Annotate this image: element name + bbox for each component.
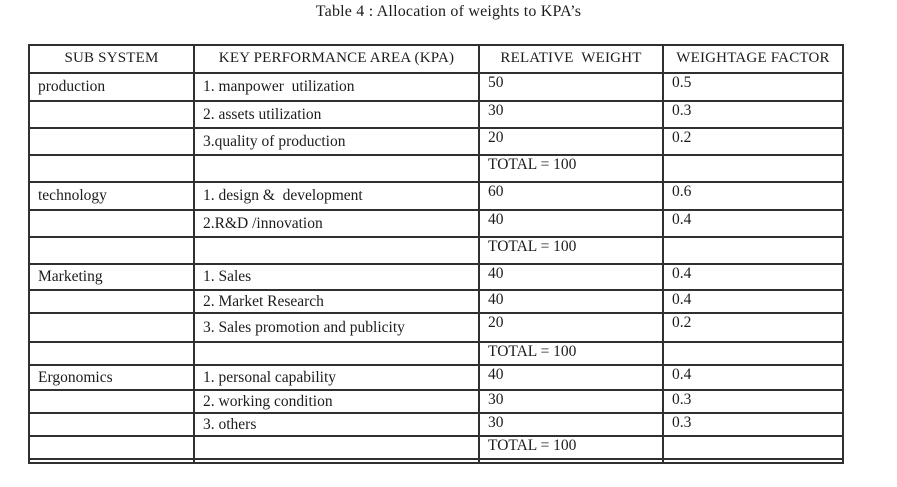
cell-relative-weight: TOTAL = 100 [478,236,664,265]
cell-sub-system [28,389,195,414]
cell-kpa [193,341,480,366]
table-row: production 1. manpower utilization 50 0.… [28,72,844,102]
cell-weightage-factor: 0.3 [662,100,844,129]
cell-sub-system [28,236,195,265]
kpa-weights-table: SUB SYSTEM KEY PERFORMANCE AREA (KPA) RE… [28,44,844,464]
cell-weightage-factor: 0.4 [662,289,844,314]
table-row-total: TOTAL = 100 [28,236,844,265]
cell-weightage-factor: 0.4 [662,209,844,238]
cell-kpa: 1. design & development [193,181,480,211]
cell-weightage-factor [662,458,844,464]
cell-sub-system [28,209,195,238]
cell-kpa [193,435,480,460]
cell-weightage-factor: 0.5 [662,72,844,102]
table-row: technology 1. design & development 60 0.… [28,181,844,211]
cell-sub-system [28,289,195,314]
cell-sub-system: Ergonomics [28,364,195,391]
cell-relative-weight [478,458,664,464]
cell-relative-weight: TOTAL = 100 [478,435,664,460]
cell-sub-system [28,154,195,183]
cell-relative-weight: 30 [478,100,664,129]
table-row: 2. working condition 30 0.3 [28,389,844,414]
column-header-sub-system: SUB SYSTEM [28,44,195,74]
cell-sub-system [28,435,195,460]
cell-kpa: 2.R&D /innovation [193,209,480,238]
cell-sub-system [28,412,195,437]
cell-kpa: 3. Sales promotion and publicity [193,312,480,343]
cell-weightage-factor [662,341,844,366]
cell-sub-system [28,127,195,156]
column-header-relative-weight: RELATIVE WEIGHT [478,44,664,74]
cell-relative-weight: 60 [478,181,664,211]
cell-sub-system [28,312,195,343]
cell-kpa: 1. Sales [193,263,480,291]
cell-weightage-factor [662,435,844,460]
cell-relative-weight: 20 [478,127,664,156]
column-header-weightage-factor: WEIGHTAGE FACTOR [662,44,844,74]
table-row: Marketing 1. Sales 40 0.4 [28,263,844,291]
cell-kpa: 3.quality of production [193,127,480,156]
table-row-bottom-sliver [28,458,844,464]
table-row: 2.R&D /innovation 40 0.4 [28,209,844,238]
table-row: Ergonomics 1. personal capability 40 0.4 [28,364,844,391]
table-row: 3. Sales promotion and publicity 20 0.2 [28,312,844,343]
cell-sub-system: Marketing [28,263,195,291]
cell-relative-weight: 40 [478,289,664,314]
cell-weightage-factor: 0.4 [662,263,844,291]
table-row-total: TOTAL = 100 [28,435,844,460]
cell-kpa: 3. others [193,412,480,437]
table-row: 3. others 30 0.3 [28,412,844,437]
table-row: 2. assets utilization 30 0.3 [28,100,844,129]
cell-weightage-factor [662,236,844,265]
cell-kpa [193,458,480,464]
cell-kpa [193,154,480,183]
cell-kpa: 2. Market Research [193,289,480,314]
cell-sub-system [28,341,195,366]
column-header-kpa: KEY PERFORMANCE AREA (KPA) [193,44,480,74]
cell-relative-weight: TOTAL = 100 [478,341,664,366]
table-row-total: TOTAL = 100 [28,154,844,183]
cell-weightage-factor: 0.2 [662,312,844,343]
cell-kpa [193,236,480,265]
table-row: 3.quality of production 20 0.2 [28,127,844,156]
table-row: 2. Market Research 40 0.4 [28,289,844,314]
cell-weightage-factor: 0.4 [662,364,844,391]
cell-sub-system: technology [28,181,195,211]
cell-sub-system [28,458,195,464]
cell-weightage-factor: 0.2 [662,127,844,156]
cell-relative-weight: 50 [478,72,664,102]
cell-weightage-factor [662,154,844,183]
cell-relative-weight: 40 [478,209,664,238]
cell-relative-weight: 40 [478,263,664,291]
cell-relative-weight: 30 [478,389,664,414]
cell-sub-system: production [28,72,195,102]
cell-sub-system [28,100,195,129]
cell-relative-weight: 40 [478,364,664,391]
cell-weightage-factor: 0.3 [662,389,844,414]
cell-kpa: 2. working condition [193,389,480,414]
table-caption: Table 4 : Allocation of weights to KPA’s [315,3,582,20]
header-row: SUB SYSTEM KEY PERFORMANCE AREA (KPA) RE… [28,44,844,74]
table-row-total: TOTAL = 100 [28,341,844,366]
cell-kpa: 1. manpower utilization [193,72,480,102]
cell-relative-weight: 20 [478,312,664,343]
cell-kpa: 1. personal capability [193,364,480,391]
cell-relative-weight: 30 [478,412,664,437]
cell-relative-weight: TOTAL = 100 [478,154,664,183]
cell-weightage-factor: 0.6 [662,181,844,211]
cell-weightage-factor: 0.3 [662,412,844,437]
cell-kpa: 2. assets utilization [193,100,480,129]
